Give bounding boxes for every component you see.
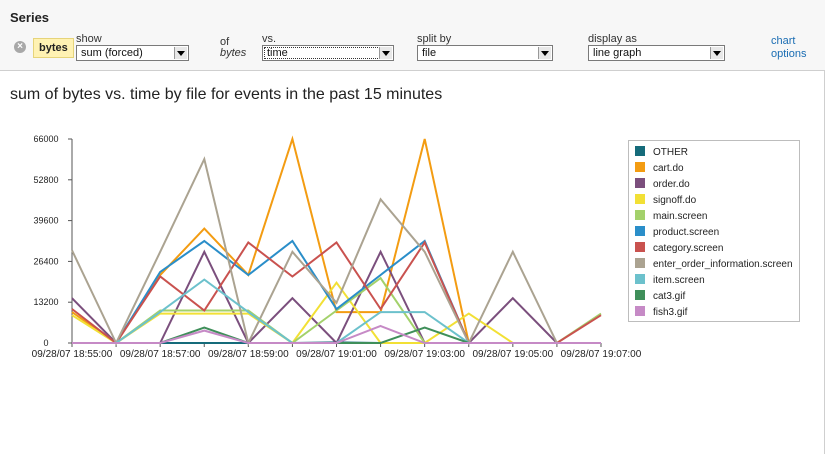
legend-label: OTHER: [653, 147, 688, 158]
legend-swatch: [635, 194, 645, 204]
legend-label: main.screen: [653, 211, 708, 222]
chart-legend: OTHER cart.do order.do signoff.do main.scree…: [628, 140, 800, 322]
show-label: show: [76, 33, 102, 45]
y-tick-label: 0: [43, 338, 48, 348]
legend-label: signoff.do: [653, 195, 697, 206]
legend-item: signoff.do: [635, 194, 696, 208]
of-field-name: bytes: [220, 47, 247, 59]
chart-options-link[interactable]: chart options: [771, 35, 806, 61]
split-by-select[interactable]: file: [417, 45, 553, 61]
display-as-label: display as: [588, 33, 637, 45]
legend-label: product.screen: [653, 227, 720, 238]
chevron-down-icon: [538, 47, 551, 59]
legend-label: fish3.gif: [653, 307, 688, 318]
y-tick-label: 66000: [33, 134, 58, 144]
series-line-order-do: [71, 249, 601, 345]
legend-item: OTHER: [635, 146, 688, 160]
chevron-down-icon: [174, 47, 187, 59]
legend-swatch: [635, 162, 645, 172]
legend-item: fish3.gif: [635, 306, 687, 320]
remove-series-icon[interactable]: ×: [14, 41, 26, 53]
series-panel: Series × bytes show sum (forced) of byte…: [0, 0, 825, 71]
y-tick-label: 26400: [33, 256, 58, 266]
legend-swatch: [635, 258, 645, 268]
legend-item: item.screen: [635, 274, 705, 288]
series-line-product-screen: [72, 239, 601, 344]
series-panel-title: Series: [10, 10, 50, 25]
chart-options-line-1: chart: [771, 35, 796, 47]
legend-swatch: [635, 210, 645, 220]
legend-label: item.screen: [653, 275, 705, 286]
vs-select[interactable]: time: [262, 45, 394, 61]
series-line-cat3-gif: [72, 326, 601, 344]
split-by-select-value: file: [422, 47, 437, 59]
chevron-down-icon: [379, 47, 392, 59]
legend-label: order.do: [653, 179, 690, 190]
x-tick-label: 09/28/07 18:57:00: [120, 349, 201, 360]
x-tick-label: 09/28/07 18:55:00: [32, 349, 113, 360]
split-by-label: split by: [417, 33, 452, 45]
display-as-select[interactable]: line graph: [588, 45, 725, 61]
legend-item: enter_order_information.screen: [635, 258, 793, 272]
of-label: of: [220, 36, 230, 48]
series-field-badge[interactable]: bytes: [33, 38, 74, 58]
legend-swatch: [635, 242, 645, 252]
legend-item: order.do: [635, 178, 690, 192]
legend-swatch: [635, 274, 645, 284]
legend-swatch: [635, 178, 645, 188]
vs-label: vs.: [262, 33, 277, 45]
x-tick-label: 09/28/07 19:07:00: [561, 349, 642, 360]
chart-options-line-2: options: [771, 48, 807, 60]
legend-label: cart.do: [653, 163, 684, 174]
legend-label: enter_order_information.screen: [653, 259, 793, 270]
legend-item: cart.do: [635, 162, 684, 176]
x-tick-label: 09/28/07 19:03:00: [384, 349, 465, 360]
legend-swatch: [635, 306, 645, 316]
chart-title: sum of bytes vs. time by file for events…: [10, 86, 443, 103]
legend-item: main.screen: [635, 210, 707, 224]
show-select[interactable]: sum (forced): [76, 45, 189, 61]
legend-swatch: [635, 146, 645, 156]
legend-label: cat3.gif: [653, 291, 686, 302]
chevron-down-icon: [710, 47, 723, 59]
display-as-select-value: line graph: [593, 47, 642, 59]
legend-label: category.screen: [653, 243, 724, 254]
legend-swatch: [635, 290, 645, 300]
legend-item: product.screen: [635, 226, 719, 240]
series-line-cart-do: [71, 135, 601, 345]
y-tick-label: 13200: [33, 297, 58, 307]
legend-item: cat3.gif: [635, 290, 685, 304]
series-line-category-screen: [71, 240, 602, 345]
x-tick-label: 09/28/07 19:05:00: [473, 349, 554, 360]
legend-item: category.screen: [635, 242, 723, 256]
show-select-value: sum (forced): [81, 47, 143, 59]
series-line-enter-order-information-screen: [71, 156, 601, 346]
x-tick-label: 09/28/07 19:01:00: [296, 349, 377, 360]
y-tick-label: 39600: [33, 216, 58, 226]
vs-select-value: time: [267, 47, 288, 59]
x-tick-label: 09/28/07 18:59:00: [208, 349, 289, 360]
series-line-fish3-gif: [72, 324, 601, 344]
y-tick-label: 52800: [33, 175, 58, 185]
legend-swatch: [635, 226, 645, 236]
